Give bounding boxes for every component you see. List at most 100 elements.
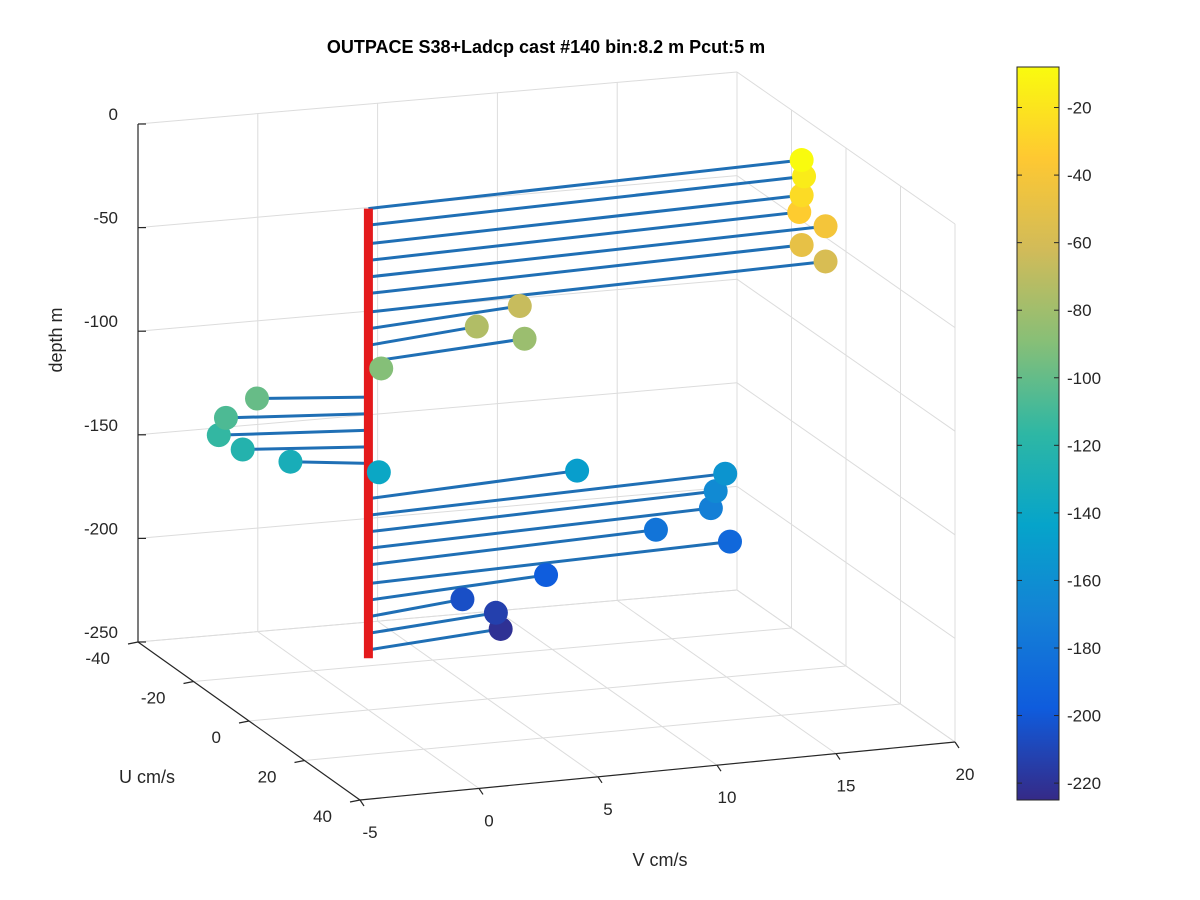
y-tick-mark xyxy=(294,759,305,764)
velocity-stick xyxy=(368,528,657,567)
x-axis-line xyxy=(359,741,956,801)
colorbar-tick-label: -100 xyxy=(1067,369,1101,388)
data-point xyxy=(713,461,738,486)
velocity-stick xyxy=(368,325,478,347)
grid-line xyxy=(736,175,956,329)
chart-title: OUTPACE S38+Ladcp cast #140 bin:8.2 m Pc… xyxy=(327,37,765,57)
y-tick-label: -20 xyxy=(141,689,166,708)
grid-line xyxy=(736,485,956,639)
x-axis-label: V cm/s xyxy=(632,850,687,870)
grid-line xyxy=(137,382,738,436)
velocity-stick xyxy=(368,627,501,652)
y-tick-label: 20 xyxy=(258,768,277,787)
velocity-stick xyxy=(368,540,731,586)
velocity-stick xyxy=(368,489,716,534)
data-point xyxy=(369,356,394,381)
z-tick-label: -200 xyxy=(84,519,118,538)
colorbar-tick-label: -20 xyxy=(1067,99,1092,118)
data-point xyxy=(507,294,532,319)
x-tick-mark xyxy=(954,741,960,749)
grid-line xyxy=(193,627,792,682)
data-point xyxy=(230,437,255,462)
x-tick-label: 5 xyxy=(603,800,612,819)
data-point xyxy=(813,214,838,239)
velocity-stick xyxy=(368,597,463,619)
x-tick-label: 15 xyxy=(837,777,856,796)
velocity-stick xyxy=(368,210,800,262)
colorbar-tick-label: -120 xyxy=(1067,436,1101,455)
data-point xyxy=(278,449,303,474)
data-point xyxy=(366,460,391,485)
colorbar-tick-label: -80 xyxy=(1067,301,1092,320)
axes-grid xyxy=(137,71,956,801)
velocity-stick xyxy=(256,395,369,400)
colorbar-tick-label: -180 xyxy=(1067,639,1101,658)
y-tick-mark xyxy=(349,799,361,803)
y-tick-label: 40 xyxy=(313,807,332,826)
data-point xyxy=(717,529,742,554)
velocity-stick xyxy=(368,304,521,331)
z-tick-label: -250 xyxy=(84,623,118,642)
x-tick-label: 10 xyxy=(718,788,737,807)
y-tick-mark xyxy=(183,680,194,685)
velocity-stick xyxy=(368,259,826,314)
colorbar-tick-label: -220 xyxy=(1067,774,1101,793)
data-point xyxy=(483,600,508,625)
velocity-stick xyxy=(290,460,369,465)
y-tick-mark xyxy=(127,641,139,645)
colorbar-tick-label: -160 xyxy=(1067,571,1101,590)
data-point xyxy=(813,249,838,274)
velocity-stick xyxy=(368,506,712,550)
colorbar-tick-label: -40 xyxy=(1067,166,1092,185)
velocity-stick xyxy=(242,445,369,452)
data-point xyxy=(245,386,270,411)
velocity-stick xyxy=(368,611,497,635)
data-point xyxy=(789,148,814,173)
data-point xyxy=(512,326,537,351)
colorbar-tick-label: -140 xyxy=(1067,504,1101,523)
velocity-stick xyxy=(368,469,578,501)
x-tick-label: -5 xyxy=(362,823,377,842)
x-tick-mark xyxy=(597,776,603,784)
z-axis-label: depth m xyxy=(46,307,66,372)
colorbar-tick-label: -60 xyxy=(1067,234,1092,253)
velocity-stick xyxy=(368,337,525,364)
data-point xyxy=(789,232,814,257)
z-tick-label: -50 xyxy=(93,209,118,228)
velocity-stick xyxy=(368,224,826,279)
data-point xyxy=(213,405,238,430)
data-point xyxy=(464,314,489,339)
grid-line xyxy=(736,589,956,743)
velocity-stick xyxy=(368,174,805,227)
tick-labels: -505101520-40-20020400-50-100-150-200-25… xyxy=(84,105,974,842)
grid-line xyxy=(304,703,901,761)
data-point xyxy=(534,563,559,588)
grid-line xyxy=(248,665,847,722)
colorbar-gradient xyxy=(1016,66,1060,801)
velocity-stick xyxy=(368,243,802,296)
colorbar: -20 -40 -60 -80 -100 -120 -140 -160 -180 -200 -220 xyxy=(1016,66,1101,801)
data-point xyxy=(789,183,814,208)
data-points xyxy=(206,148,838,641)
x-tick-mark xyxy=(478,788,484,795)
velocity-sticks xyxy=(218,158,826,652)
grid-line xyxy=(736,71,956,225)
y-axis-label: U cm/s xyxy=(119,767,175,787)
x-tick-mark xyxy=(716,764,722,772)
velocity-stick xyxy=(218,428,369,437)
colorbar-tick-label: -200 xyxy=(1067,707,1101,726)
velocity-stick xyxy=(368,158,802,211)
grid-line xyxy=(736,278,956,432)
grid-line xyxy=(137,71,738,125)
z-tick-label: -150 xyxy=(84,416,118,435)
grid-line xyxy=(736,382,956,536)
grid-line xyxy=(137,589,738,643)
velocity-stick xyxy=(368,472,726,517)
x-tick-label: 20 xyxy=(956,765,975,784)
velocity-stick xyxy=(368,573,547,602)
y-tick-label: -40 xyxy=(85,649,110,668)
velocity-stick xyxy=(225,412,369,420)
z-tick-label: -100 xyxy=(84,312,118,331)
data-point xyxy=(450,587,475,612)
